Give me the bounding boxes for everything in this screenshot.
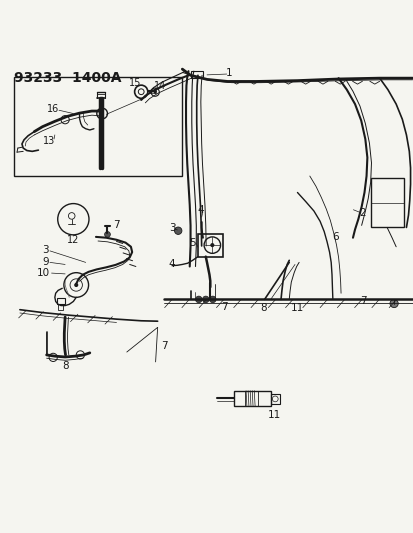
- Bar: [233, 391, 270, 406]
- Text: 3: 3: [43, 245, 49, 255]
- Text: 5: 5: [189, 238, 195, 248]
- Bar: [270, 393, 279, 404]
- Text: 4: 4: [169, 260, 175, 270]
- Bar: [370, 178, 404, 228]
- Text: 8: 8: [260, 303, 266, 313]
- Circle shape: [104, 231, 110, 237]
- Text: 16: 16: [47, 104, 59, 114]
- Text: 2: 2: [358, 208, 365, 218]
- Text: 13: 13: [43, 136, 55, 146]
- Circle shape: [202, 296, 209, 303]
- Circle shape: [209, 296, 216, 303]
- Text: 93233  1400A: 93233 1400A: [14, 71, 121, 85]
- Bar: [57, 298, 65, 304]
- Circle shape: [195, 296, 202, 303]
- Text: 8: 8: [62, 361, 68, 372]
- Bar: [197, 233, 223, 256]
- Text: 15: 15: [128, 78, 141, 88]
- Text: 10: 10: [37, 268, 50, 278]
- Text: 14: 14: [153, 80, 166, 91]
- Text: 6: 6: [331, 232, 338, 242]
- Circle shape: [210, 243, 214, 247]
- Text: 9: 9: [43, 257, 49, 268]
- Bar: [190, 71, 202, 78]
- Text: 7: 7: [359, 296, 366, 306]
- Text: 7: 7: [221, 302, 227, 312]
- Text: 7: 7: [161, 341, 167, 351]
- Circle shape: [153, 91, 157, 94]
- Circle shape: [174, 227, 181, 235]
- Circle shape: [389, 300, 397, 308]
- Text: 3: 3: [169, 223, 175, 233]
- Text: 4: 4: [197, 205, 204, 215]
- Text: 11: 11: [290, 303, 304, 313]
- Bar: [14, 77, 182, 176]
- Circle shape: [74, 283, 78, 287]
- Text: 12: 12: [67, 235, 79, 245]
- Bar: [58, 304, 63, 310]
- Text: 7: 7: [113, 220, 120, 230]
- Text: 1: 1: [226, 68, 233, 78]
- Text: 11: 11: [268, 409, 281, 419]
